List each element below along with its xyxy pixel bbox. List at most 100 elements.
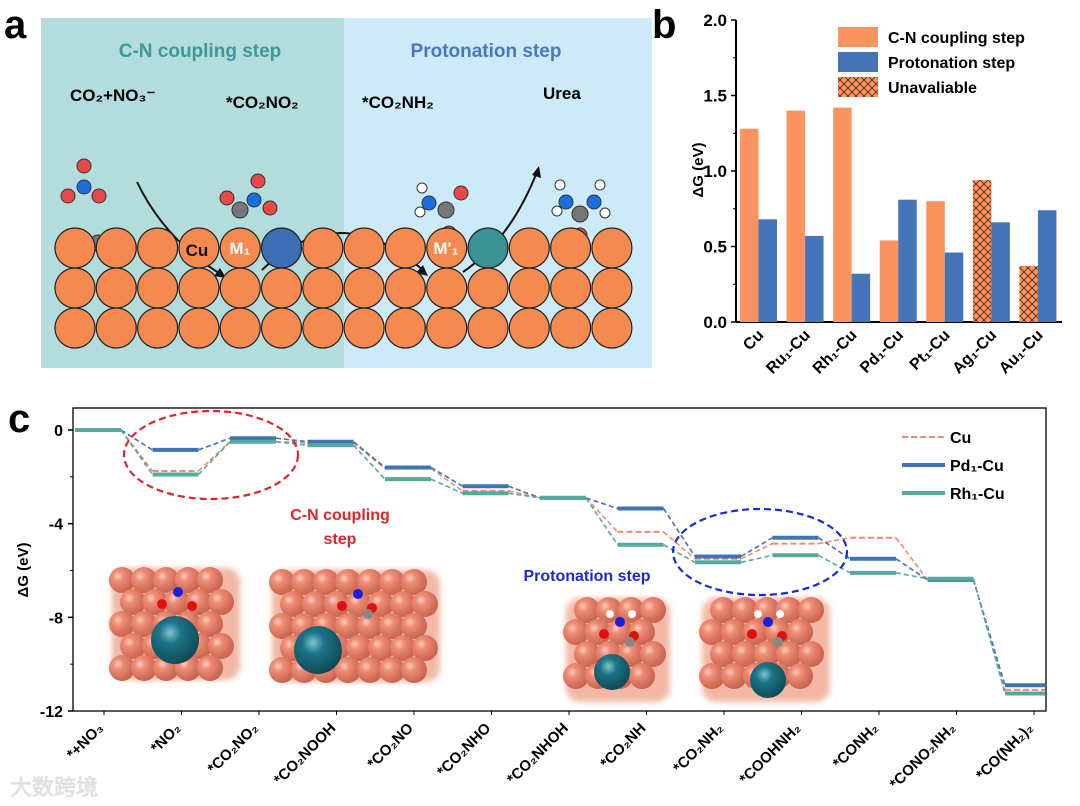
hydrogen-atom	[754, 610, 762, 618]
b-y-tick-label: 1.0	[703, 162, 727, 181]
cu-atom-sphere	[379, 613, 405, 639]
panel-b: b ΔG (eV) 0.00.51.01.52.0CuRu₁-CuRh₁-CuP…	[652, 3, 1062, 377]
oxygen-atom	[747, 629, 757, 639]
energy-connector	[508, 492, 541, 499]
cu-atom-sphere	[269, 657, 295, 683]
cu-atom	[54, 267, 96, 309]
energy-connector	[818, 537, 851, 560]
protonation-annotation: Protonation step	[523, 568, 650, 585]
structure-insets	[109, 567, 830, 702]
cu-atom-sphere	[335, 569, 361, 595]
adsorbate-structure-image	[563, 597, 670, 702]
c-x-tick-label: *CO₂NHO	[434, 720, 495, 781]
energy-connector	[585, 497, 619, 546]
protonation-ellipse	[671, 507, 849, 597]
energy-connector	[430, 466, 463, 487]
energy-connector	[198, 437, 231, 451]
c-x-tick-label: *CO(NH₂)₂	[973, 720, 1037, 784]
cu-atom	[54, 307, 96, 349]
cn-coupling-ellipse	[122, 409, 300, 501]
oxygen-atom	[187, 601, 197, 611]
cu-atom	[178, 307, 220, 349]
bar-protonation	[851, 273, 871, 322]
cu-atom	[219, 267, 261, 309]
cu-atom-sphere	[379, 569, 405, 595]
cu-atom-sphere	[379, 657, 405, 683]
cu-atom-label: Cu	[186, 241, 209, 260]
cu-atom-sphere	[401, 657, 427, 683]
cu-atom-sphere	[574, 641, 600, 667]
bar-cn-coupling	[833, 107, 852, 322]
cu-atom	[467, 267, 509, 309]
panel-letter-b: b	[652, 3, 676, 47]
nitrogen-atom	[763, 617, 773, 627]
cu-atom-sphere	[120, 589, 146, 615]
legend-label: Pd₁-Cu	[950, 458, 1004, 475]
metal-atom-sphere	[151, 616, 199, 664]
nitrogen-atom	[353, 589, 363, 599]
c-x-tick-label: *NO₂	[148, 720, 185, 757]
c-energy-profile	[75, 428, 1045, 696]
adsorbate-structure-image	[109, 567, 240, 681]
c-x-tick-label: *CO₂NH	[597, 720, 649, 772]
panel-c: c ΔG (eV) 0-4-8-12*+NO₃ *NO₂ *CO₂NO₂ *CO₂NO…	[8, 397, 1047, 793]
cu-atom-sphere	[335, 657, 361, 683]
energy-connector	[895, 537, 929, 581]
cu-atom	[95, 227, 137, 269]
cu-atom-sphere	[699, 663, 725, 689]
metal-atom-sphere	[294, 626, 342, 674]
cu-atom-sphere	[208, 633, 234, 659]
cu-atom	[178, 267, 220, 309]
cu-atom-sphere	[776, 641, 802, 667]
c-x-tick-label: *CONO₂NH₂	[887, 720, 960, 793]
cu-atom	[95, 267, 137, 309]
cn-coupling-annotation-step: step	[324, 531, 357, 548]
oxygen-atom	[337, 601, 347, 611]
metal-atom-sphere	[594, 654, 630, 690]
cu-atom	[137, 307, 179, 349]
watermark-logo: 大数跨境	[10, 775, 98, 800]
energy-connector	[352, 441, 386, 469]
nitrogen-atom	[615, 617, 625, 627]
cu-atom-sphere	[153, 567, 179, 593]
b-x-tick-label: Pt₁-Cu	[907, 327, 954, 374]
panel-letter-c: c	[8, 397, 30, 441]
cu-atom-sphere	[109, 611, 135, 637]
cu-atom	[260, 267, 303, 309]
c-x-tick-label: *CO₂NO	[364, 720, 417, 773]
b-x-tick-label: Rh₁-Cu	[810, 327, 861, 378]
b-y-tick-label: 0.5	[703, 238, 727, 257]
cu-atom-sphere	[754, 641, 780, 667]
cu-atom	[549, 267, 592, 309]
cu-atom-sphere	[197, 611, 223, 637]
energy-connector	[740, 554, 773, 564]
cu-atom-sphere	[390, 591, 416, 617]
cu-atom-sphere	[131, 655, 157, 681]
energy-connector	[120, 429, 154, 475]
cu-atom-sphere	[787, 619, 813, 645]
cu-atom-sphere	[368, 635, 394, 661]
energy-connector	[818, 536, 851, 545]
cu-atom-sphere	[732, 597, 758, 623]
bar-protonation	[944, 252, 964, 322]
cu-atom-sphere	[197, 567, 223, 593]
m1-prime-atom-label: M'₁	[433, 239, 458, 258]
b-x-tick-label: Au₁-Cu	[996, 327, 1047, 378]
b-x-tick-label: Ag₁-Cu	[950, 327, 1001, 378]
cu-atom-sphere	[629, 663, 655, 689]
energy-connector	[508, 485, 541, 499]
cu-atom-sphere	[131, 567, 157, 593]
cu-atom	[508, 307, 550, 349]
cu-atom	[384, 307, 426, 349]
cu-atom	[467, 307, 509, 349]
m1-prime-atom	[467, 227, 509, 269]
legend-label-protonation: Protonation step	[888, 55, 1015, 72]
cu-atom	[426, 267, 468, 309]
c-x-tick-label: *COOHNH₂	[736, 720, 804, 788]
cu-atom	[426, 307, 468, 349]
cu-atom	[302, 227, 344, 269]
hydrogen-atom	[776, 610, 784, 618]
cu-atom-sphere	[120, 633, 146, 659]
energy-connector	[895, 572, 928, 580]
